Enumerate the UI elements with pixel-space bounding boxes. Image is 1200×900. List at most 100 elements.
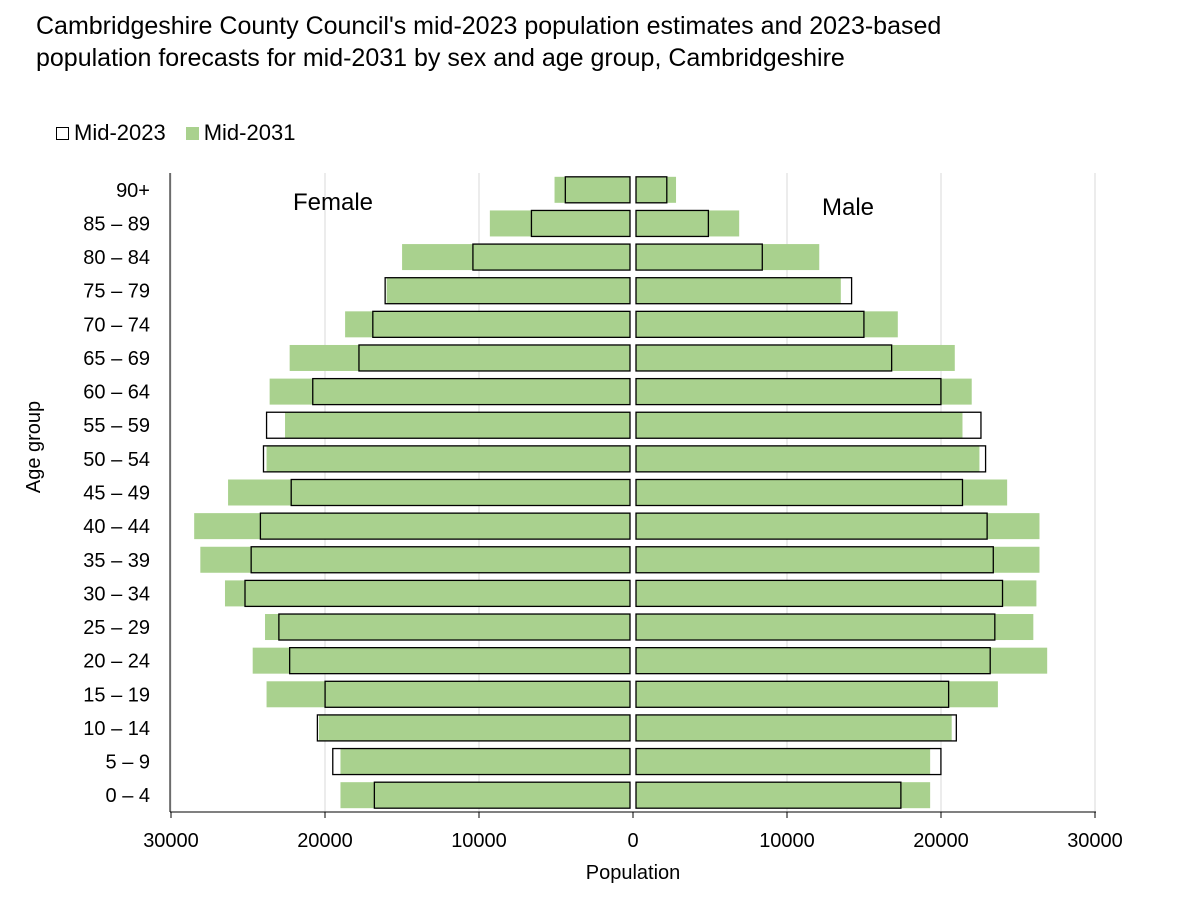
y-tick-label: 70 – 74 bbox=[83, 314, 150, 336]
y-tick-label: 0 – 4 bbox=[106, 785, 150, 807]
bar-mid-2023-female-10-14 bbox=[316, 714, 631, 742]
legend-item-mid-2031[interactable]: Mid-2031 bbox=[185, 120, 296, 146]
bar-mid-2023-male-0-4 bbox=[635, 781, 902, 809]
bar-mid-2023-female-90plus bbox=[564, 176, 631, 204]
x-tick-label: 10000 bbox=[451, 830, 507, 852]
y-axis-title: Age group bbox=[23, 401, 45, 493]
bar-mid-2031-female-25-29 bbox=[265, 614, 630, 641]
bar-mid-2031-female-10-14 bbox=[318, 714, 630, 741]
bar-mid-2023-male-5-9 bbox=[635, 747, 942, 776]
bar-mid-2023-female-50-54 bbox=[262, 445, 631, 473]
bar-mid-2031-female-40-44 bbox=[194, 513, 630, 540]
y-tick-label: 15 – 19 bbox=[83, 684, 150, 706]
bar-mid-2023-male-35-39 bbox=[635, 546, 994, 574]
bar-mid-2031-male-15-19 bbox=[636, 681, 998, 708]
bar-mid-2031-male-10-14 bbox=[636, 714, 952, 741]
y-tick-label: 35 – 39 bbox=[83, 550, 150, 572]
x-tick-label: 20000 bbox=[913, 830, 969, 852]
bar-mid-2031-female-50-54 bbox=[266, 445, 630, 472]
bar-mid-2031-male-75-79 bbox=[636, 277, 841, 304]
bar-mid-2031-female-65-69 bbox=[289, 344, 630, 371]
chart-title: Cambridgeshire County Council's mid-2023… bbox=[36, 12, 942, 72]
legend-swatch-mid-2031 bbox=[185, 126, 199, 140]
bar-mid-2031-female-0-4 bbox=[340, 782, 630, 809]
bar-mid-2023-male-90plus bbox=[635, 176, 668, 204]
bar-mid-2023-female-70-74 bbox=[372, 310, 631, 338]
y-tick-label: 60 – 64 bbox=[83, 382, 150, 404]
male-side-label: Male bbox=[822, 194, 874, 221]
bar-mid-2031-male-0-4 bbox=[636, 782, 931, 809]
bar-mid-2023-male-45-49 bbox=[635, 478, 964, 507]
bar-mid-2023-female-20-24 bbox=[289, 647, 631, 675]
y-tick-label: 75 – 79 bbox=[83, 281, 150, 303]
bar-mid-2031-male-50-54 bbox=[636, 445, 980, 472]
x-tick-label: 10000 bbox=[759, 830, 815, 852]
y-tick-label: 40 – 44 bbox=[83, 516, 150, 538]
bar-mid-2023-female-85-89 bbox=[530, 209, 631, 238]
bar-mid-2031-male-40-44 bbox=[636, 513, 1040, 540]
bar-mid-2031-female-75-79 bbox=[386, 277, 630, 304]
x-tick-label: 0 bbox=[627, 830, 638, 852]
y-tick-label: 20 – 24 bbox=[83, 651, 150, 673]
y-tick-label: 50 – 54 bbox=[83, 449, 150, 471]
female-side-label: Female bbox=[293, 189, 373, 216]
y-tick-label: 55 – 59 bbox=[83, 415, 150, 437]
bar-mid-2023-male-20-24 bbox=[635, 647, 991, 675]
bar-mid-2023-male-60-64 bbox=[635, 377, 942, 406]
legend-label-mid-2031: Mid-2031 bbox=[203, 120, 296, 145]
x-tick-label: 20000 bbox=[297, 830, 353, 852]
bar-mid-2031-female-35-39 bbox=[200, 546, 630, 573]
y-tick-label: 10 – 14 bbox=[83, 718, 150, 740]
bar-mid-2031-female-30-34 bbox=[224, 580, 631, 607]
bar-mid-2031-female-80-84 bbox=[402, 244, 630, 271]
y-tick-label: 30 – 34 bbox=[83, 583, 150, 605]
bar-mid-2031-male-25-29 bbox=[636, 614, 1034, 641]
bar-mid-2023-female-55-59 bbox=[265, 411, 631, 439]
bar-mid-2023-female-65-69 bbox=[358, 344, 631, 372]
legend-item-mid-2023[interactable]: Mid-2023 bbox=[56, 120, 166, 146]
bar-mid-2023-male-10-14 bbox=[635, 714, 957, 742]
legend-swatch-mid-2023 bbox=[56, 126, 69, 140]
bar-mid-2023-male-40-44 bbox=[635, 512, 988, 540]
bar-mid-2023-female-80-84 bbox=[472, 243, 631, 271]
bar-mid-2031-male-45-49 bbox=[636, 479, 1008, 506]
bar-mid-2023-male-65-69 bbox=[635, 344, 893, 372]
bar-mid-2031-female-70-74 bbox=[345, 311, 630, 338]
bar-mid-2031-male-80-84 bbox=[636, 244, 820, 271]
y-tick-label: 45 – 49 bbox=[83, 483, 150, 505]
bar-mid-2023-female-35-39 bbox=[250, 546, 631, 574]
bar-mid-2031-male-60-64 bbox=[636, 378, 972, 405]
bar-mid-2023-female-40-44 bbox=[259, 512, 631, 540]
x-tick-label: 30000 bbox=[1067, 830, 1123, 852]
y-tick-label: 90+ bbox=[116, 180, 150, 202]
bar-mid-2023-female-75-79 bbox=[384, 277, 631, 305]
bar-mid-2023-male-80-84 bbox=[635, 243, 763, 271]
bar-mid-2031-male-70-74 bbox=[636, 311, 898, 338]
bar-mid-2023-male-55-59 bbox=[635, 411, 982, 439]
bar-mid-2023-female-45-49 bbox=[290, 478, 631, 507]
x-axis-title: Population bbox=[586, 862, 681, 884]
y-tick-label: 25 – 29 bbox=[83, 617, 150, 639]
bar-mid-2031-male-90plus bbox=[636, 176, 677, 203]
bar-mid-2023-female-60-64 bbox=[312, 377, 631, 406]
x-tick-label: 30000 bbox=[143, 830, 199, 852]
y-tick-label: 85 – 89 bbox=[83, 213, 150, 235]
bar-mid-2023-male-70-74 bbox=[635, 310, 865, 338]
bar-mid-2023-female-30-34 bbox=[244, 579, 631, 608]
bar-mid-2023-male-50-54 bbox=[635, 445, 987, 473]
bar-mid-2031-female-85-89 bbox=[489, 210, 630, 237]
bar-mid-2023-female-15-19 bbox=[324, 680, 631, 708]
bar-mid-2031-male-35-39 bbox=[636, 546, 1040, 573]
bar-mid-2031-male-30-34 bbox=[636, 580, 1037, 607]
y-tick-label: 80 – 84 bbox=[83, 247, 150, 269]
y-tick-label: 5 – 9 bbox=[106, 752, 150, 774]
bar-mid-2031-female-90plus bbox=[554, 176, 630, 203]
legend-label-mid-2023: Mid-2023 bbox=[74, 120, 166, 145]
bar-mid-2023-male-75-79 bbox=[635, 277, 853, 305]
bar-mid-2031-female-5-9 bbox=[340, 748, 630, 775]
bar-mid-2023-female-25-29 bbox=[278, 613, 631, 641]
bar-mid-2031-female-15-19 bbox=[266, 681, 630, 708]
bar-mid-2023-female-5-9 bbox=[332, 747, 631, 776]
bar-mid-2031-female-55-59 bbox=[285, 412, 630, 439]
